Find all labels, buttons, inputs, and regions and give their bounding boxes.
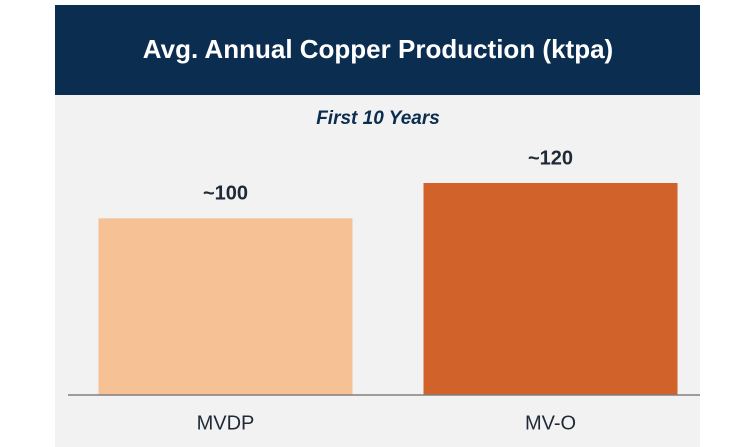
data-label: ~100: [203, 183, 248, 205]
data-label: ~120: [528, 147, 573, 169]
x-tick-label: MVDP: [197, 412, 255, 434]
header-band: [55, 5, 700, 95]
chart-subtitle: First 10 Years: [316, 108, 440, 129]
chart-title: Avg. Annual Copper Production (ktpa): [143, 34, 613, 64]
x-tick-label: MV-O: [525, 412, 576, 434]
bar: [98, 218, 353, 395]
bar: [423, 183, 678, 395]
